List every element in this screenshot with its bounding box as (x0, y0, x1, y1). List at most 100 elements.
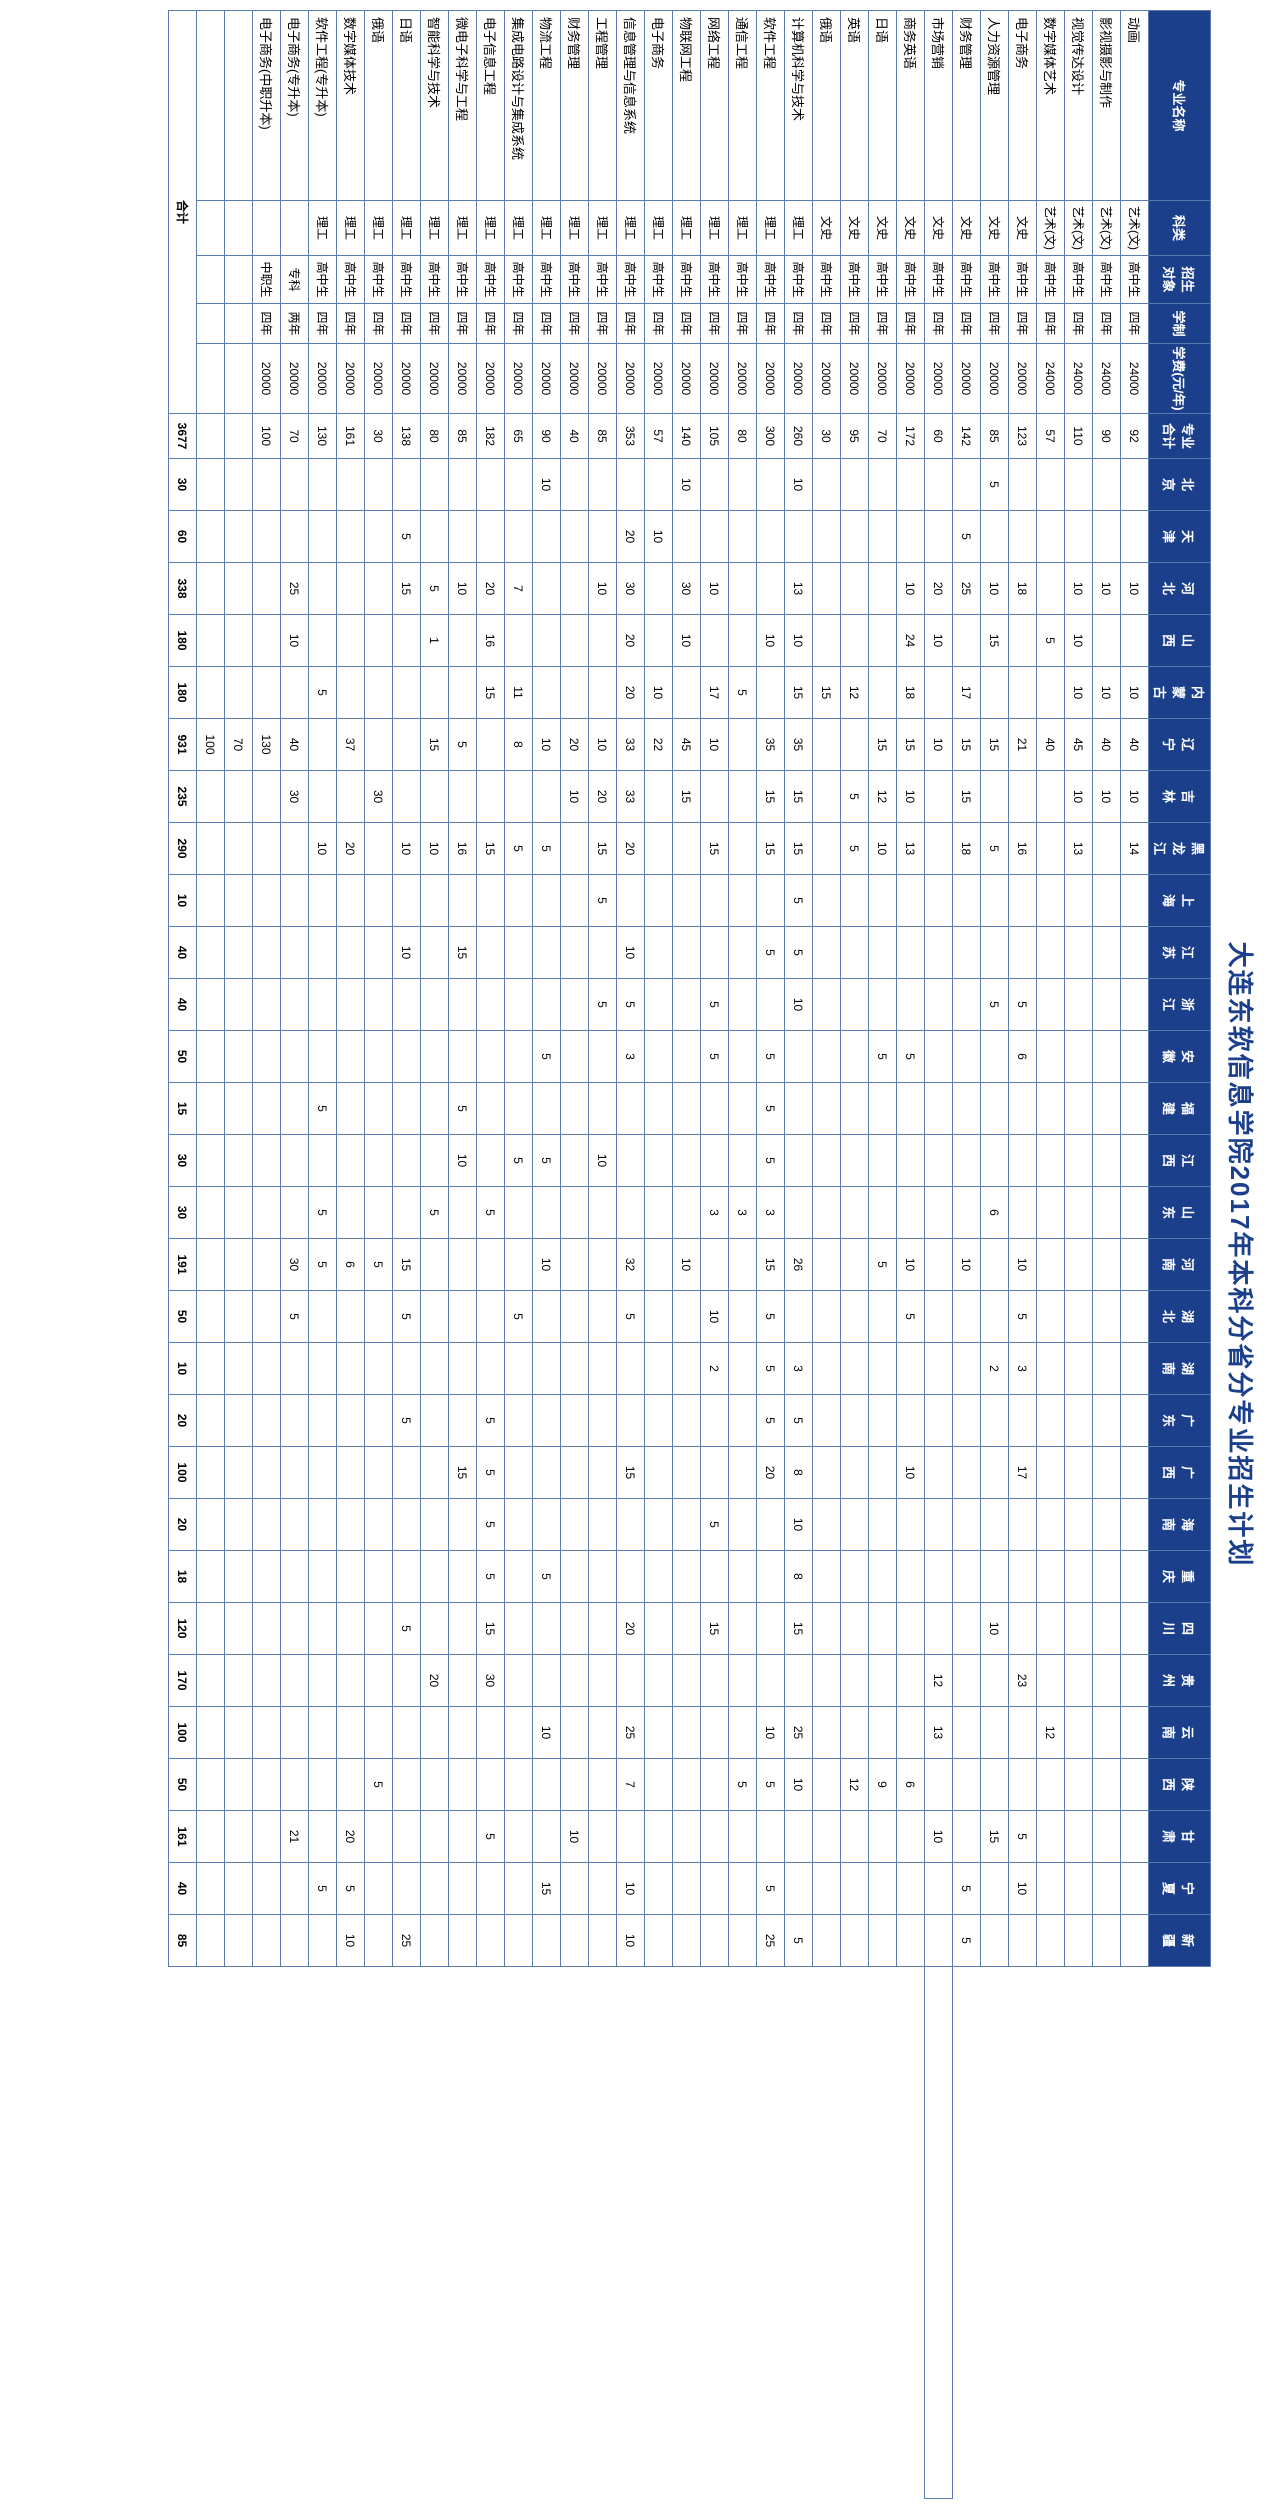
cell-province (533, 1187, 561, 1239)
cell-province (253, 1239, 281, 1291)
cell-province: 70 (225, 719, 253, 771)
cell-province (477, 1915, 505, 1967)
cell-province (729, 1031, 757, 1083)
cell-province (561, 1031, 589, 1083)
cell-province (701, 1239, 729, 1291)
cell-province (953, 1811, 981, 1863)
cell-province (225, 875, 253, 927)
cell-province (1009, 1395, 1037, 1447)
table-row: 俄语理工高中生四年20000303055 (365, 11, 393, 2499)
table-row: 微电子科学与工程理工高中生四年2000085105161551015 (449, 11, 477, 2499)
cell-province (589, 459, 617, 511)
cell-province (1009, 1707, 1037, 1759)
cell-province (449, 1915, 477, 1967)
table-row: 动画艺术(文)高中生四年24000921010401014 (1121, 11, 1149, 2499)
province-header: 贵州 (1149, 1655, 1211, 1707)
cell-major: 商务英语 (897, 11, 925, 201)
cell-cat: 理工 (617, 201, 645, 256)
cell-province (533, 1499, 561, 1551)
cell-province (533, 979, 561, 1031)
cell-target: 高中生 (785, 256, 813, 304)
cell-target: 高中生 (701, 256, 729, 304)
cell-cat: 理工 (421, 201, 449, 256)
cell-province (309, 875, 337, 927)
cell-province: 10 (561, 771, 589, 823)
cell-province (953, 1343, 981, 1395)
cell-province: 21 (281, 1811, 309, 1863)
cell-province: 12 (1037, 1707, 1065, 1759)
cell-province (869, 1551, 897, 1603)
cell-province (449, 1499, 477, 1551)
cell-province (477, 1707, 505, 1759)
cell-province (1065, 511, 1093, 563)
cell-province (617, 1187, 645, 1239)
cell-province (897, 875, 925, 927)
cell-province (1093, 1291, 1121, 1343)
cell-province (1037, 1499, 1065, 1551)
cell-province (1009, 615, 1037, 667)
cell-province (1121, 1811, 1149, 1863)
cell-province: 5 (1009, 979, 1037, 1031)
cell-province (645, 771, 673, 823)
cell-province (589, 1187, 617, 1239)
totals-province: 60 (169, 511, 197, 563)
cell-cat: 理工 (673, 201, 701, 256)
cell-province: 23 (1009, 1655, 1037, 1707)
cell-province (645, 1863, 673, 1915)
cell-province (505, 1811, 533, 1863)
cell-province (813, 511, 841, 563)
cell-province (1121, 1343, 1149, 1395)
cell-province (1065, 1759, 1093, 1811)
cell-province: 10 (1065, 563, 1093, 615)
cell-province (505, 979, 533, 1031)
cell-province (673, 1031, 701, 1083)
cell-years: 四年 (449, 304, 477, 344)
cell-province (393, 771, 421, 823)
cell-province: 5 (309, 1083, 337, 1135)
cell-sum: 130 (309, 414, 337, 459)
totals-province: 18 (169, 1551, 197, 1603)
cell-province (841, 1343, 869, 1395)
cell-province (337, 1499, 365, 1551)
cell-fee: 20000 (561, 344, 589, 414)
cell-fee: 20000 (533, 344, 561, 414)
cell-province (561, 1603, 589, 1655)
cell-province: 10 (673, 1239, 701, 1291)
cell-province (449, 667, 477, 719)
cell-province (673, 1187, 701, 1239)
cell-province (393, 1499, 421, 1551)
page-title: 大连东软信息学院2017年本科分省分专业招生计划 (1223, 10, 1260, 2499)
cell-province (393, 1343, 421, 1395)
cell-province: 8 (505, 719, 533, 771)
cell-fee: 20000 (925, 344, 953, 414)
cell-fee: 20000 (953, 344, 981, 414)
cell-province (617, 459, 645, 511)
cell-province (841, 1603, 869, 1655)
cell-province (449, 1811, 477, 1863)
cell-fee: 20000 (841, 344, 869, 414)
cell-province (869, 979, 897, 1031)
cell-province: 8 (785, 1447, 813, 1499)
cell-province (1009, 1603, 1037, 1655)
cell-province (337, 1291, 365, 1343)
cell-province (337, 979, 365, 1031)
cell-fee (225, 344, 253, 414)
cell-province: 20 (757, 1447, 785, 1499)
totals-province: 180 (169, 667, 197, 719)
cell-province: 45 (673, 719, 701, 771)
cell-province: 10 (589, 719, 617, 771)
cell-province (281, 1551, 309, 1603)
totals-province: 170 (169, 1655, 197, 1707)
cell-province: 1 (421, 615, 449, 667)
cell-province (673, 1447, 701, 1499)
cell-province (1065, 459, 1093, 511)
cell-years: 四年 (253, 304, 281, 344)
cell-sum: 65 (505, 414, 533, 459)
province-header: 广西 (1149, 1447, 1211, 1499)
cell-province (617, 1343, 645, 1395)
cell-province: 10 (589, 563, 617, 615)
cell-province (589, 667, 617, 719)
cell-province (197, 771, 225, 823)
cell-province: 15 (477, 823, 505, 875)
cell-province: 10 (1093, 563, 1121, 615)
